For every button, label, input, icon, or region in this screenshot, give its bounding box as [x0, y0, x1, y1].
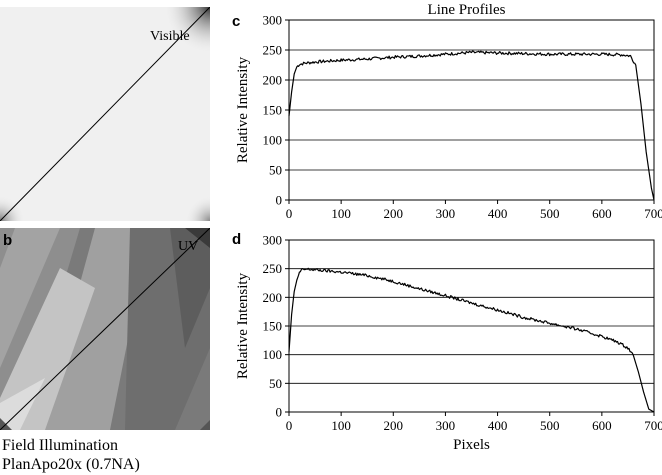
x-tick-label-c-500: 500: [540, 206, 560, 221]
x-tick-label-d-300: 300: [436, 418, 456, 433]
x-tick-label-d-700: 700: [644, 418, 662, 433]
y-tick-label-d-50: 50: [269, 376, 282, 391]
visible-illumination-image: [0, 7, 210, 221]
y-tick-label-c-0: 0: [276, 193, 283, 208]
y-axis-label-c: Relative Intensity: [235, 56, 251, 163]
x-tick-label-d-600: 600: [592, 418, 612, 433]
series-line-d-0: [288, 267, 655, 413]
x-tick-label-d-100: 100: [331, 418, 351, 433]
x-tick-label-c-200: 200: [384, 206, 404, 221]
panel-label-c: c: [232, 13, 241, 30]
y-tick-label-d-250: 250: [263, 261, 283, 276]
x-tick-label-c-300: 300: [436, 206, 456, 221]
x-tick-label-d-500: 500: [540, 418, 560, 433]
y-tick-label-c-200: 200: [263, 73, 283, 88]
y-axis-label-d: Relative Intensity: [235, 272, 251, 379]
y-tick-label-d-150: 150: [263, 319, 283, 334]
figure-caption-line1: Field Illumination: [2, 437, 118, 454]
uv-image-caption: UV: [178, 239, 199, 254]
x-tick-label-c-700: 700: [644, 206, 662, 221]
x-tick-label-c-100: 100: [331, 206, 351, 221]
y-tick-label-c-250: 250: [263, 43, 283, 58]
chart-title-c: Line Profiles: [428, 2, 506, 18]
y-tick-label-c-150: 150: [263, 103, 283, 118]
x-tick-label-c-600: 600: [592, 206, 612, 221]
x-tick-label-d-400: 400: [488, 418, 508, 433]
panel-label-b: b: [3, 232, 13, 249]
x-tick-label-c-400: 400: [488, 206, 508, 221]
visible-image-caption: Visible: [150, 29, 190, 44]
y-tick-label-c-100: 100: [263, 133, 283, 148]
y-tick-label-d-300: 300: [263, 233, 283, 248]
series-line-c-0: [288, 50, 655, 201]
y-tick-label-c-50: 50: [269, 163, 282, 178]
x-tick-label-d-0: 0: [286, 418, 293, 433]
x-tick-label-c-0: 0: [286, 206, 293, 221]
uv-illumination-image: [0, 228, 210, 430]
y-tick-label-d-0: 0: [276, 405, 283, 420]
y-tick-label-d-100: 100: [263, 347, 283, 362]
x-axis-label-d: Pixels: [453, 437, 490, 453]
panel-label-d: d: [232, 231, 242, 248]
x-tick-label-d-200: 200: [384, 418, 404, 433]
figure-caption-line2: PlanApo20x (0.7NA): [2, 456, 140, 473]
y-tick-label-c-300: 300: [263, 13, 283, 28]
y-tick-label-d-200: 200: [263, 290, 283, 305]
